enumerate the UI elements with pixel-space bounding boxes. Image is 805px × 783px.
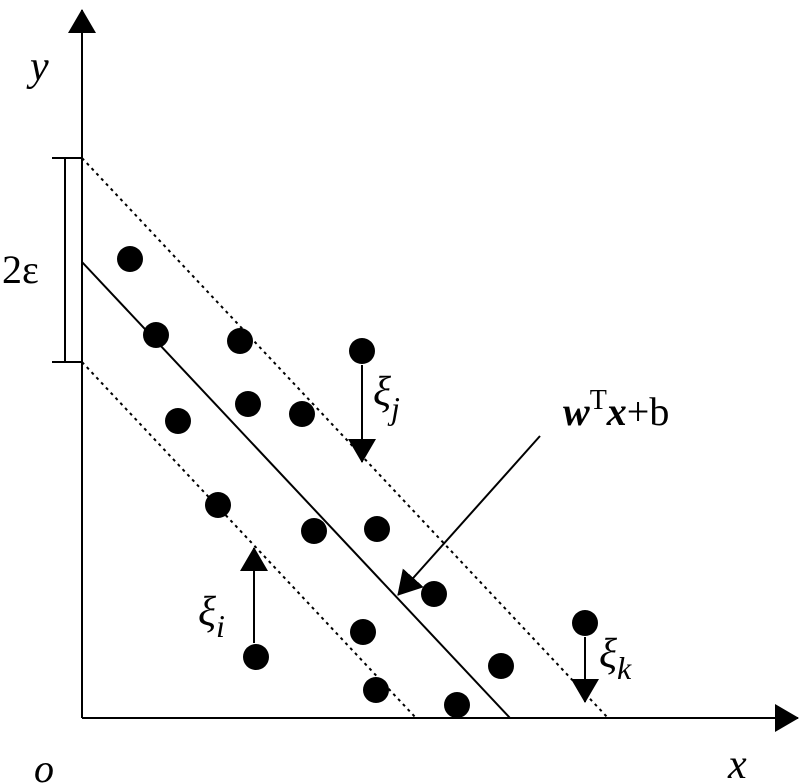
point [205, 492, 231, 518]
upper-margin [81, 157, 609, 719]
lower-margin [81, 361, 417, 719]
x-axis-label: x [727, 742, 747, 783]
point [289, 401, 315, 427]
point [364, 516, 390, 542]
slack-label: ξk [599, 631, 632, 686]
slack-subscript: j [387, 390, 400, 426]
slack-symbol: ξ [599, 631, 617, 677]
slack-label: ξi [198, 589, 225, 644]
point [421, 581, 447, 607]
point [117, 246, 143, 272]
slack-symbol: ξ [373, 369, 391, 415]
point [243, 644, 269, 670]
regression-label: wTx+b [563, 385, 669, 434]
slack-subscript: i [216, 608, 225, 644]
point [363, 677, 389, 703]
slack-symbol: ξ [198, 589, 216, 635]
bias: +b [627, 389, 670, 434]
origin-label: o [34, 746, 54, 783]
point [301, 518, 327, 544]
input: x [606, 389, 627, 434]
point [235, 391, 261, 417]
point [165, 408, 191, 434]
y-axis-label: y [26, 44, 49, 90]
pointer-arrow [397, 435, 541, 596]
point [572, 610, 598, 636]
slack-subscript: k [617, 650, 632, 686]
point [349, 338, 375, 364]
point [444, 692, 470, 718]
data-points [117, 246, 598, 718]
slack-label: ξj [373, 369, 400, 426]
point [143, 322, 169, 348]
point [227, 328, 253, 354]
point [488, 653, 514, 679]
transpose: T [590, 385, 607, 416]
margin-label: 2ε [2, 247, 39, 292]
weight: w [563, 389, 590, 434]
point [350, 619, 376, 645]
margin-bracket [52, 157, 82, 363]
